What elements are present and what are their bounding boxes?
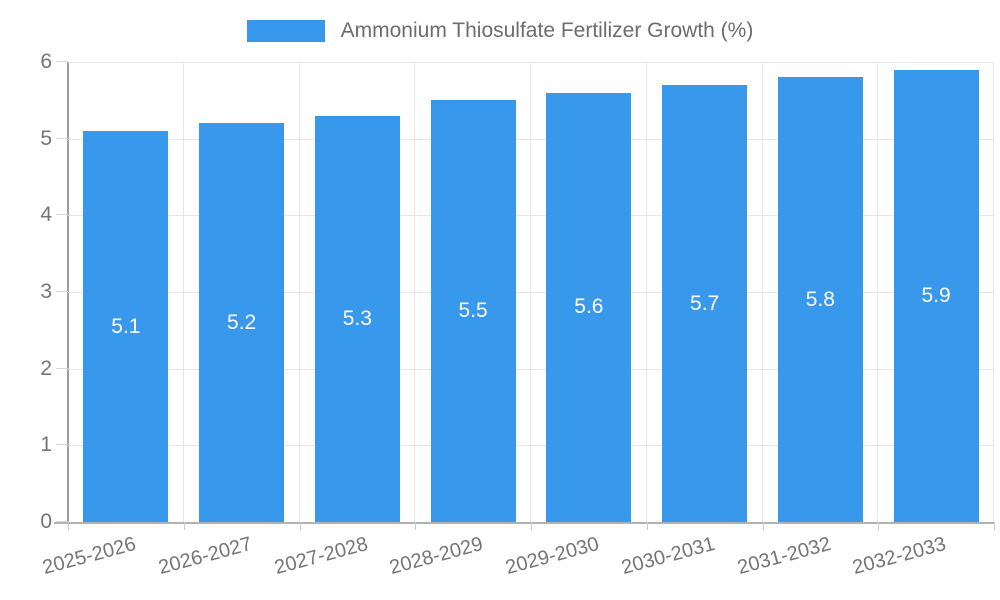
y-tick-mark bbox=[56, 521, 68, 522]
bar[interactable] bbox=[83, 131, 169, 522]
y-tick-mark bbox=[56, 367, 68, 369]
bar[interactable] bbox=[314, 115, 400, 522]
bar[interactable] bbox=[662, 85, 748, 522]
x-tick-mark bbox=[183, 522, 185, 530]
y-tick-label: 6 bbox=[40, 50, 52, 73]
gridline-horizontal bbox=[68, 215, 994, 217]
gridline-horizontal bbox=[68, 368, 994, 370]
bar-value-label: 5.2 bbox=[227, 310, 257, 334]
x-tick-mark bbox=[762, 522, 764, 530]
bar-value-label: 5.5 bbox=[458, 299, 488, 323]
x-category-label: 2027-2028 bbox=[271, 533, 371, 580]
y-tick-mark bbox=[56, 291, 68, 292]
gridline-vertical bbox=[182, 62, 184, 522]
gridline-vertical bbox=[530, 62, 531, 522]
bar-value-label: 5.9 bbox=[921, 283, 951, 307]
legend-swatch bbox=[246, 20, 325, 42]
bar-value-label: 5.7 bbox=[690, 291, 720, 315]
bar-value-label: 5.3 bbox=[342, 306, 372, 330]
bar-value-label: 5.8 bbox=[805, 287, 835, 311]
gridline-horizontal bbox=[68, 292, 994, 293]
gridline-vertical bbox=[877, 62, 879, 522]
x-category-label: 2029-2030 bbox=[503, 533, 602, 580]
bar[interactable] bbox=[430, 100, 516, 522]
bar[interactable] bbox=[893, 69, 979, 522]
y-tick-label: 0 bbox=[40, 510, 52, 533]
legend-label: Ammonium Thiosulfate Fertilizer Growth (… bbox=[340, 19, 754, 42]
x-tick-mark bbox=[299, 522, 301, 530]
x-tick-mark bbox=[646, 522, 648, 530]
x-category-label: 2030-2031 bbox=[619, 533, 718, 580]
bar-value-label: 5.1 bbox=[111, 314, 141, 338]
y-tick-mark bbox=[56, 214, 68, 216]
bar[interactable] bbox=[546, 92, 632, 522]
x-axis-line bbox=[54, 522, 994, 524]
y-tick-mark bbox=[56, 444, 68, 446]
gridline-horizontal bbox=[68, 445, 994, 447]
gridline-vertical bbox=[993, 62, 994, 522]
bar[interactable] bbox=[199, 123, 285, 522]
gridline-vertical bbox=[761, 62, 763, 522]
y-tick-label: 5 bbox=[40, 126, 52, 150]
gridline-horizontal bbox=[68, 62, 994, 63]
y-tick-label: 2 bbox=[40, 356, 52, 380]
chart-legend[interactable]: Ammonium Thiosulfate Fertilizer Growth (… bbox=[0, 19, 1000, 43]
x-tick-mark bbox=[994, 522, 995, 530]
gridline-vertical bbox=[414, 62, 416, 522]
bar[interactable] bbox=[777, 77, 863, 522]
x-category-label: 2025-2026 bbox=[40, 533, 139, 580]
x-category-label: 2032-2033 bbox=[850, 533, 949, 580]
x-tick-mark bbox=[68, 522, 69, 530]
y-tick-label: 1 bbox=[40, 433, 52, 457]
y-tick-mark bbox=[56, 61, 68, 62]
y-tick-label: 4 bbox=[40, 203, 52, 227]
x-category-label: 2031-2032 bbox=[734, 533, 834, 580]
gridline-vertical bbox=[298, 62, 300, 522]
y-tick-label: 3 bbox=[40, 280, 52, 303]
gridline-vertical bbox=[645, 62, 647, 522]
x-category-label: 2028-2029 bbox=[387, 533, 486, 580]
x-tick-mark bbox=[531, 522, 532, 530]
x-category-label: 2026-2027 bbox=[156, 533, 255, 580]
x-tick-mark bbox=[415, 522, 417, 530]
plot-area: 5.1 5.2 5.3 5.5 5.6 5.7 5.8 5.9 bbox=[54, 62, 994, 524]
x-tick-mark bbox=[878, 522, 880, 530]
gridline-horizontal bbox=[68, 138, 994, 140]
bar-value-label: 5.6 bbox=[574, 295, 604, 319]
y-tick-mark bbox=[56, 137, 68, 139]
